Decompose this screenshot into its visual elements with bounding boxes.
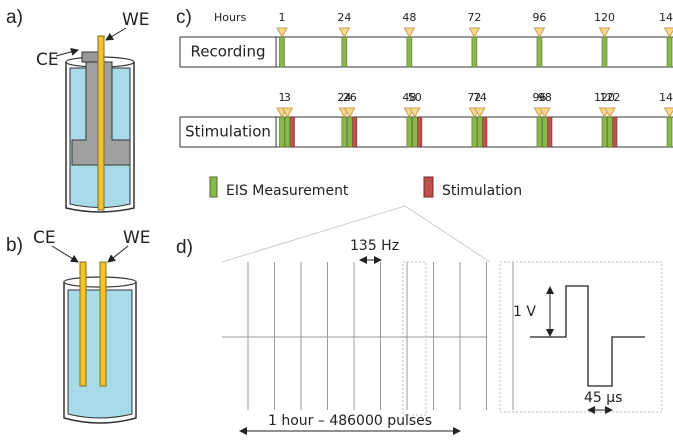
hour-label: 74 <box>473 91 487 104</box>
legend-swatch <box>424 177 433 197</box>
eis-bar <box>280 37 285 67</box>
width-label: 45 µs <box>584 390 622 406</box>
hour-marker <box>339 28 349 37</box>
eis-bar <box>537 37 542 67</box>
hour-label: 48 <box>402 11 416 24</box>
eis-bar <box>472 37 477 67</box>
eis-bar <box>477 117 482 147</box>
hour-label: 122 <box>599 91 620 104</box>
hour-label: 24 <box>337 11 351 24</box>
panel-label: d) <box>176 237 193 258</box>
eis-bar <box>472 117 477 147</box>
waveform <box>530 286 645 386</box>
row-label: Stimulation <box>185 123 271 141</box>
panel-label: b) <box>6 235 23 256</box>
hour-label: 3 <box>284 91 291 104</box>
eis-bar <box>607 117 612 147</box>
hours-title: Hours <box>214 11 246 24</box>
eis-bar <box>602 37 607 67</box>
eis-bar <box>542 117 547 147</box>
eis-bar <box>342 117 347 147</box>
hour-label: 144 <box>659 91 673 104</box>
hour-label: 96 <box>532 11 546 24</box>
hour-marker <box>404 28 414 37</box>
pulse-train <box>222 262 513 410</box>
cell-b <box>52 246 136 423</box>
hour-label: 98 <box>538 91 552 104</box>
eis-bar <box>342 37 347 67</box>
eis-bar <box>667 117 672 147</box>
amplitude-label: 1 V <box>513 304 536 320</box>
hour-label: 120 <box>594 11 615 24</box>
we-label: WE <box>123 228 151 248</box>
eis-bar <box>347 117 352 147</box>
legend-swatch <box>210 177 217 197</box>
hour-label: 1 <box>279 11 286 24</box>
hour-marker <box>599 28 609 37</box>
hour-label: 26 <box>343 91 357 104</box>
legend-text: Stimulation <box>442 183 522 199</box>
eis-bar <box>407 37 412 67</box>
row-label: Recording <box>190 43 265 61</box>
zoom-box <box>403 262 426 415</box>
eis-bar <box>280 117 285 147</box>
eis-bar <box>407 117 412 147</box>
hour-marker <box>534 28 544 37</box>
eis-bar <box>285 117 290 147</box>
ce-label: CE <box>36 50 59 70</box>
figure: a) CE WE b) CE WE c) Hours Recording Sti… <box>0 0 673 436</box>
panel-label: c) <box>176 7 192 28</box>
frequency-label: 135 Hz <box>350 238 399 254</box>
hour-marker <box>277 28 287 37</box>
eis-bar <box>537 117 542 147</box>
ce-label: CE <box>33 228 56 248</box>
we-label: WE <box>122 10 150 30</box>
hour-marker <box>469 28 479 37</box>
eis-bar <box>412 117 417 147</box>
cell-a <box>56 28 134 212</box>
hour-label: 50 <box>408 91 422 104</box>
hour-label: 144 <box>659 11 673 24</box>
hour-marker <box>665 108 673 117</box>
legend-text: EIS Measurement <box>226 183 349 199</box>
eis-bar <box>667 37 672 67</box>
eis-bar <box>602 117 607 147</box>
page: {"panel_a": {"label": "a)", "ce": "CE", … <box>0 0 673 436</box>
hour-marker <box>665 28 673 37</box>
panel-label: a) <box>6 7 23 28</box>
duration-label: 1 hour – 486000 pulses <box>268 413 432 429</box>
hour-label: 72 <box>467 11 481 24</box>
